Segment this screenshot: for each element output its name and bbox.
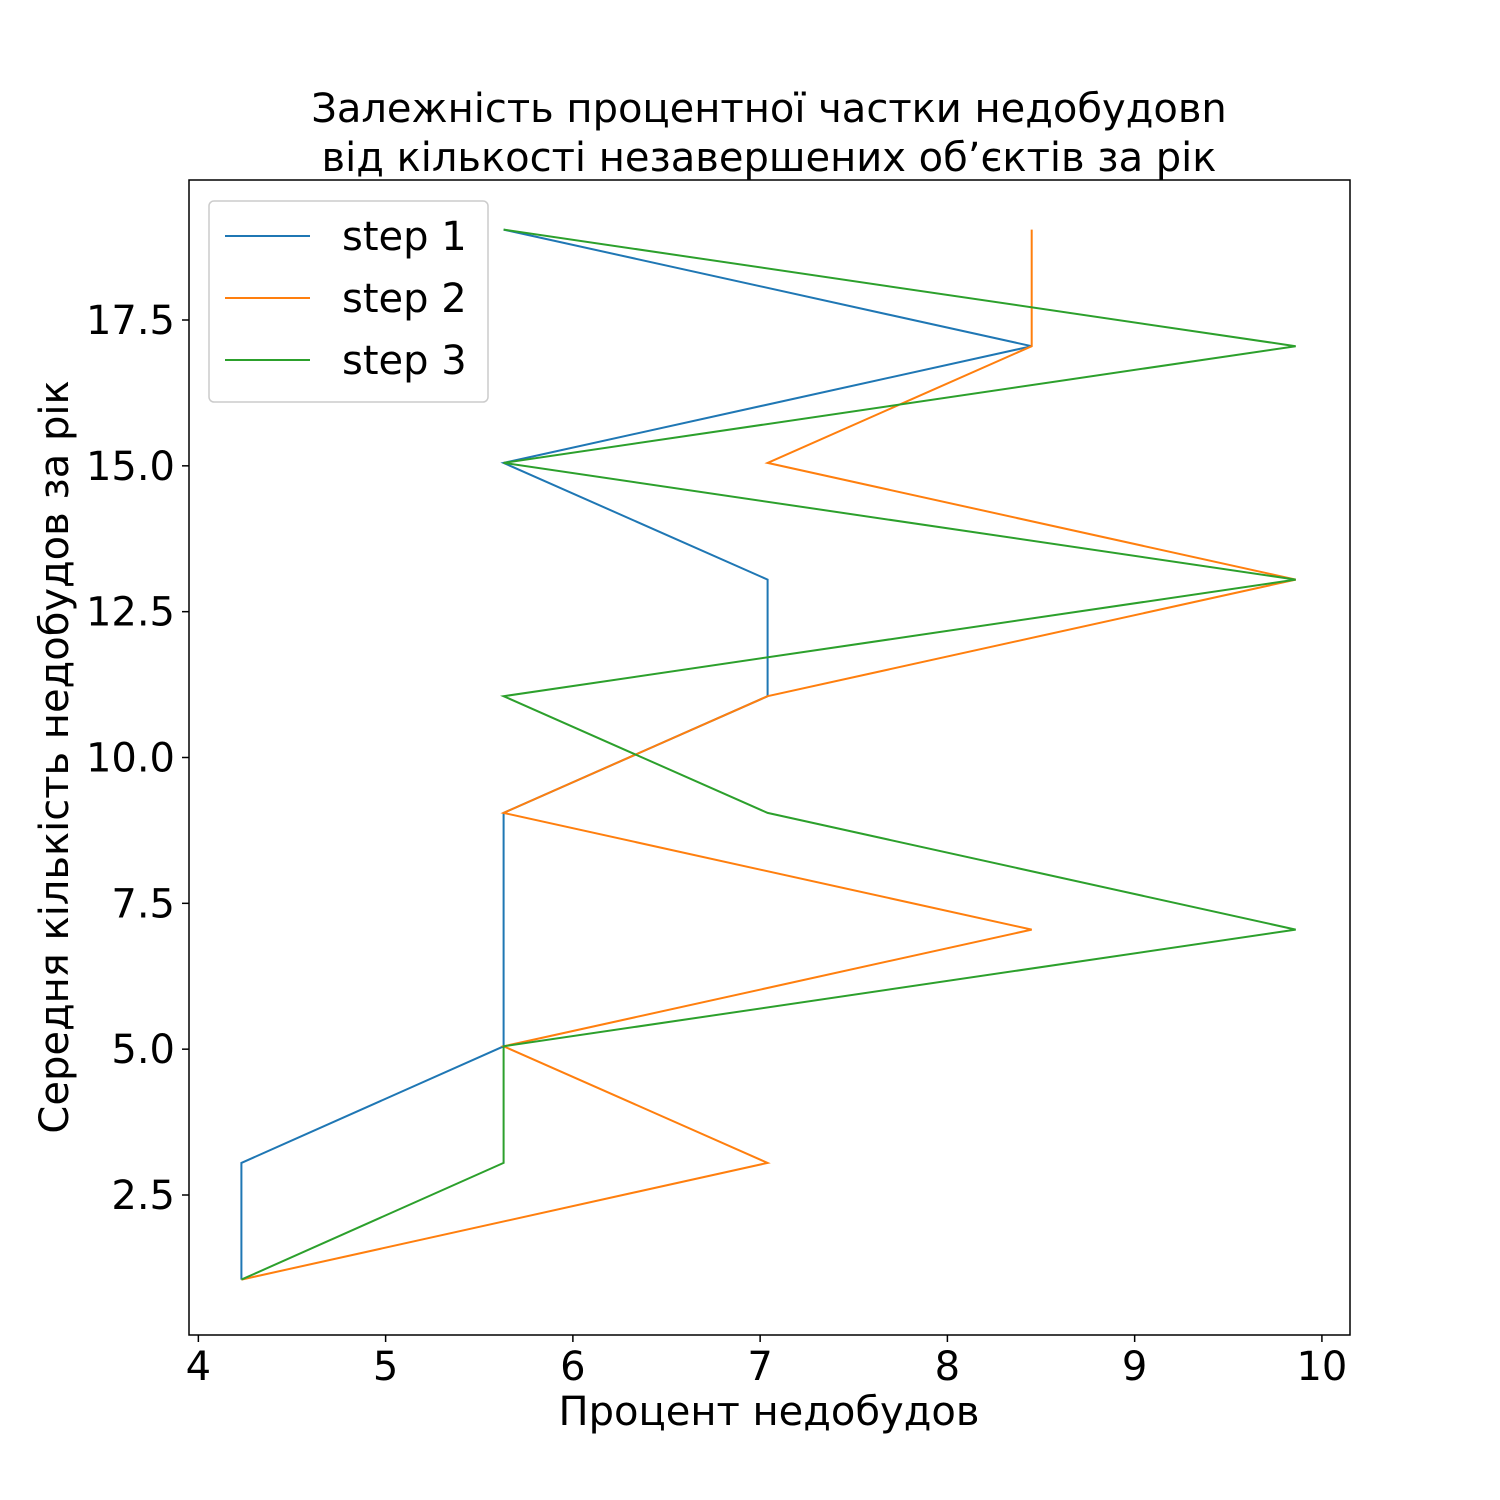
legend-label-step-3: step 3 <box>342 338 467 384</box>
plot-frame <box>188 179 1351 1336</box>
y-tick-label: 10.0 <box>86 736 175 782</box>
y-tick-label: 2.5 <box>111 1173 175 1219</box>
series-layer <box>240 228 1296 1281</box>
x-tick-label: 5 <box>373 1344 398 1390</box>
x-tick-label: 8 <box>935 1344 960 1390</box>
legend-entries: step 1 step 2 step 3 <box>225 214 467 384</box>
x-axis: 4 5 6 7 8 9 10 <box>186 1335 1347 1390</box>
legend: step 1 step 2 step 3 <box>208 200 489 403</box>
x-tick-label: 7 <box>747 1344 772 1390</box>
y-tick-label: 15.0 <box>86 444 175 490</box>
x-axis-label: Процент недобудов <box>559 1389 980 1435</box>
legend-frame <box>208 200 489 403</box>
y-tick-label: 5.0 <box>111 1027 175 1073</box>
y-tick-label: 12.5 <box>86 590 175 636</box>
y-tick-label: 7.5 <box>111 881 175 927</box>
x-tick-label: 10 <box>1296 1344 1347 1390</box>
series-line-step-3 <box>240 228 1296 1281</box>
y-tick-label: 17.5 <box>86 298 175 344</box>
y-axis-label: Середня кількість недобудов за рік <box>32 380 78 1133</box>
chart-title-line-1: Залежність процентної частки недобудовn <box>311 86 1227 132</box>
x-tick-label: 6 <box>560 1344 585 1390</box>
chart-title-line-2: від кількості незавершених об’єктів за р… <box>322 135 1217 181</box>
x-tick-label: 9 <box>1122 1344 1147 1390</box>
x-tick-label: 4 <box>186 1344 211 1390</box>
y-axis: 2.5 5.0 7.5 10.0 12.5 15.0 17.5 <box>86 298 189 1219</box>
legend-label-step-1: step 1 <box>342 214 467 260</box>
legend-label-step-2: step 2 <box>342 276 467 322</box>
